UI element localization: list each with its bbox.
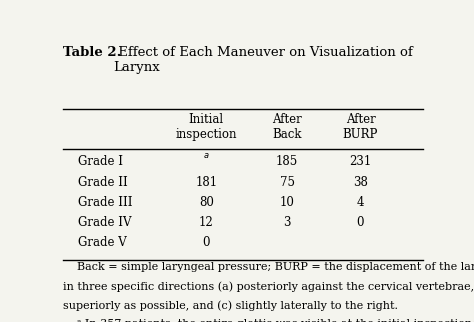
Text: Grade V: Grade V — [78, 236, 127, 250]
Text: After
Back: After Back — [272, 113, 302, 141]
Text: 10: 10 — [280, 196, 294, 209]
Text: 3: 3 — [283, 216, 291, 229]
Text: Grade IV: Grade IV — [78, 216, 131, 229]
Text: $^{a}$: $^{a}$ — [203, 151, 210, 165]
Text: 38: 38 — [353, 175, 368, 188]
Text: ᵃ In 357 patients, the entire glottis was visible at the initial inspection; and: ᵃ In 357 patients, the entire glottis wa… — [63, 319, 474, 322]
Text: Effect of Each Maneuver on Visualization of
Larynx: Effect of Each Maneuver on Visualization… — [114, 46, 412, 74]
Text: 80: 80 — [199, 196, 214, 209]
Text: Initial
inspection: Initial inspection — [175, 113, 237, 141]
Text: 0: 0 — [357, 216, 364, 229]
Text: superiorly as possible, and (c) slightly laterally to the right.: superiorly as possible, and (c) slightly… — [63, 300, 398, 310]
Text: 181: 181 — [195, 175, 217, 188]
Text: 12: 12 — [199, 216, 214, 229]
Text: 231: 231 — [349, 155, 372, 168]
Text: After
BURP: After BURP — [343, 113, 378, 141]
Text: 0: 0 — [202, 236, 210, 250]
Text: Grade II: Grade II — [78, 175, 128, 188]
Text: Back = simple laryngeal pressure; BURP = the displacement of the larynx: Back = simple laryngeal pressure; BURP =… — [63, 262, 474, 272]
Text: Table 2.: Table 2. — [63, 46, 121, 59]
Text: in three specific directions (a) posteriorly against the cervical vertebrae, (b): in three specific directions (a) posteri… — [63, 281, 474, 292]
Text: 75: 75 — [280, 175, 294, 188]
Text: 185: 185 — [276, 155, 298, 168]
Text: 4: 4 — [357, 196, 364, 209]
Text: Grade I: Grade I — [78, 155, 123, 168]
Text: Grade III: Grade III — [78, 196, 132, 209]
